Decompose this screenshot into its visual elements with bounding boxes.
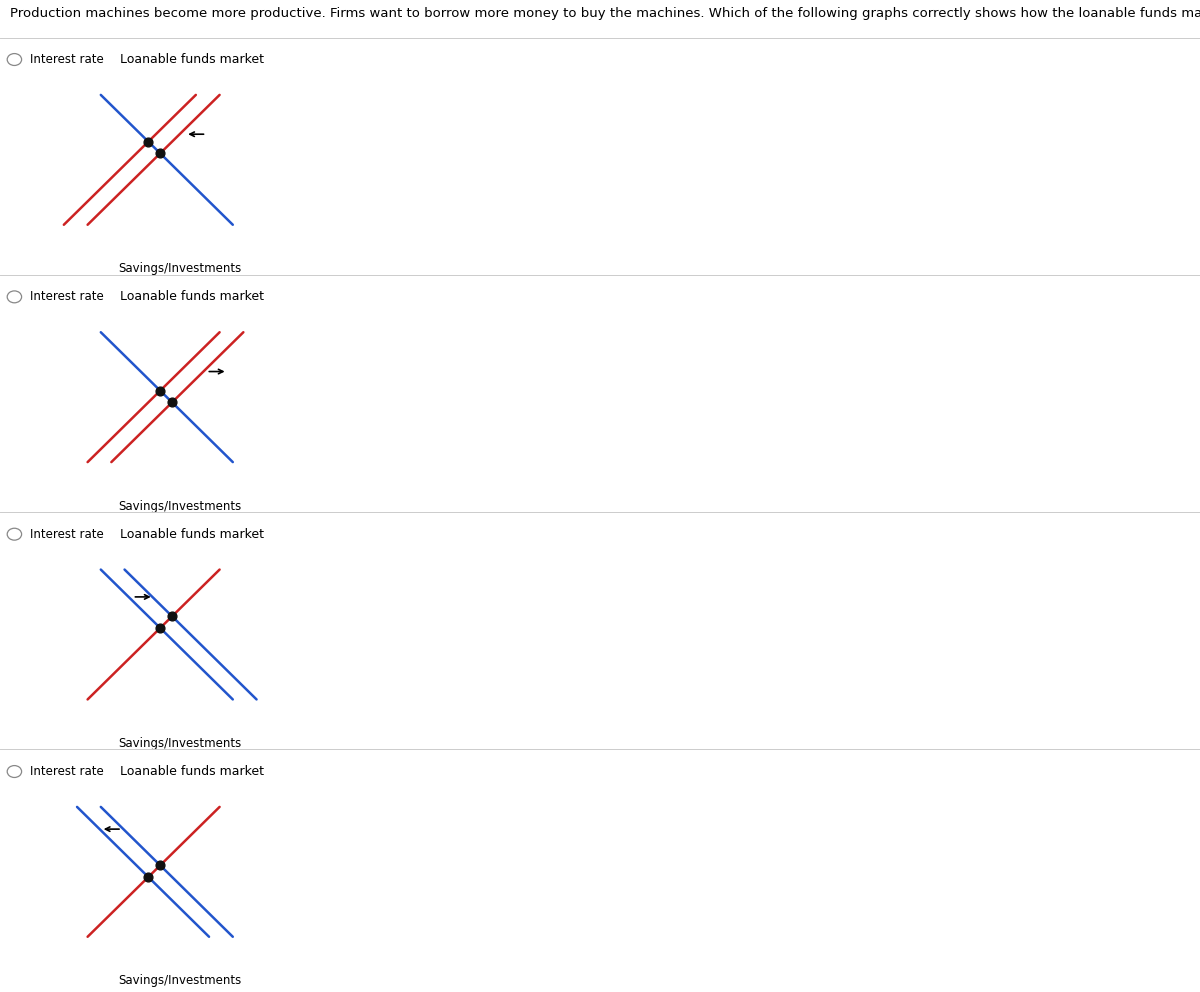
- Point: [139, 869, 158, 885]
- Text: Interest rate: Interest rate: [30, 291, 103, 304]
- Text: Loanable funds market: Loanable funds market: [120, 53, 264, 66]
- Text: Loanable funds market: Loanable funds market: [120, 528, 264, 541]
- Point: [151, 620, 170, 636]
- Text: Interest rate: Interest rate: [30, 765, 103, 778]
- Text: Savings/Investments: Savings/Investments: [119, 737, 241, 750]
- Point: [151, 146, 170, 162]
- Text: Loanable funds market: Loanable funds market: [120, 291, 264, 304]
- Text: Loanable funds market: Loanable funds market: [120, 765, 264, 778]
- Text: Production machines become more productive. Firms want to borrow more money to b: Production machines become more producti…: [10, 7, 1200, 20]
- Text: Interest rate: Interest rate: [30, 53, 103, 66]
- Point: [151, 383, 170, 399]
- Point: [162, 608, 181, 624]
- Point: [139, 134, 158, 150]
- Text: Savings/Investments: Savings/Investments: [119, 974, 241, 987]
- Point: [151, 857, 170, 873]
- Point: [162, 395, 181, 411]
- Text: Savings/Investments: Savings/Investments: [119, 500, 241, 513]
- Text: Savings/Investments: Savings/Investments: [119, 262, 241, 276]
- Text: Interest rate: Interest rate: [30, 528, 103, 541]
